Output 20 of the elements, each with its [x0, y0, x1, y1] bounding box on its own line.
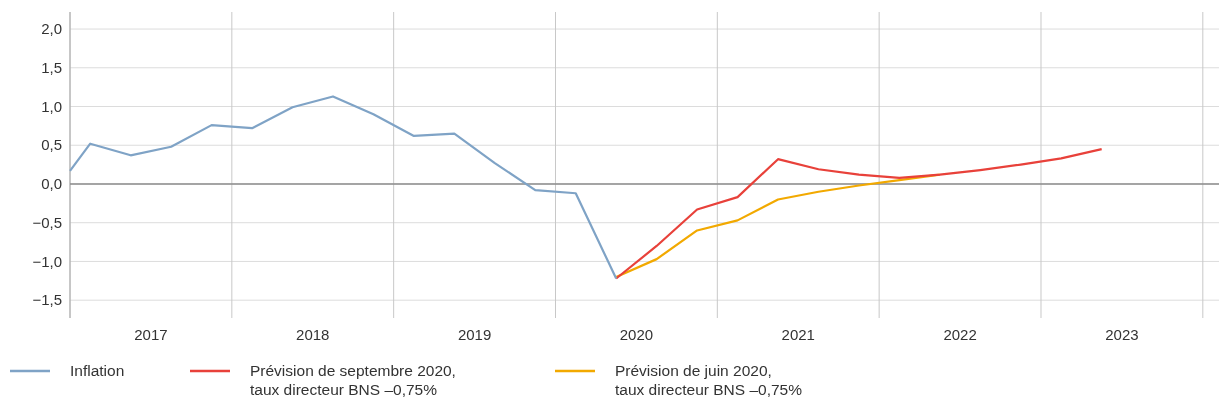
legend-label: Inflation: [70, 362, 125, 379]
x-tick-label: 2017: [134, 326, 168, 343]
y-tick-label: 0,5: [41, 136, 62, 154]
x-tick-label: 2018: [296, 326, 330, 343]
x-tick-label: 2020: [619, 326, 654, 343]
line-series: [68, 95, 618, 280]
y-tick-label: 2,0: [41, 20, 62, 38]
y-tick-label: 1,0: [41, 97, 62, 115]
x-tick-label: 2021: [781, 326, 815, 343]
legend-label: Prévision de juin 2020, taux directeur BNS –0,75%: [615, 362, 803, 398]
legend-label: Prévision de septembre 2020, taux directeur BNS –0,75%: [250, 362, 456, 398]
x-tick-label: 2019: [457, 326, 492, 343]
y-tick-label: 0,0: [41, 175, 62, 193]
line-series: [615, 148, 1103, 280]
y-tick-label: −1,0: [32, 252, 62, 270]
x-tick-label: 2022: [943, 326, 977, 343]
y-tick-label: −0,5: [32, 213, 62, 231]
x-tick-label: 2023: [1105, 326, 1139, 343]
y-tick-label: 1,5: [41, 59, 62, 77]
y-tick-label: −1,5: [32, 291, 62, 309]
